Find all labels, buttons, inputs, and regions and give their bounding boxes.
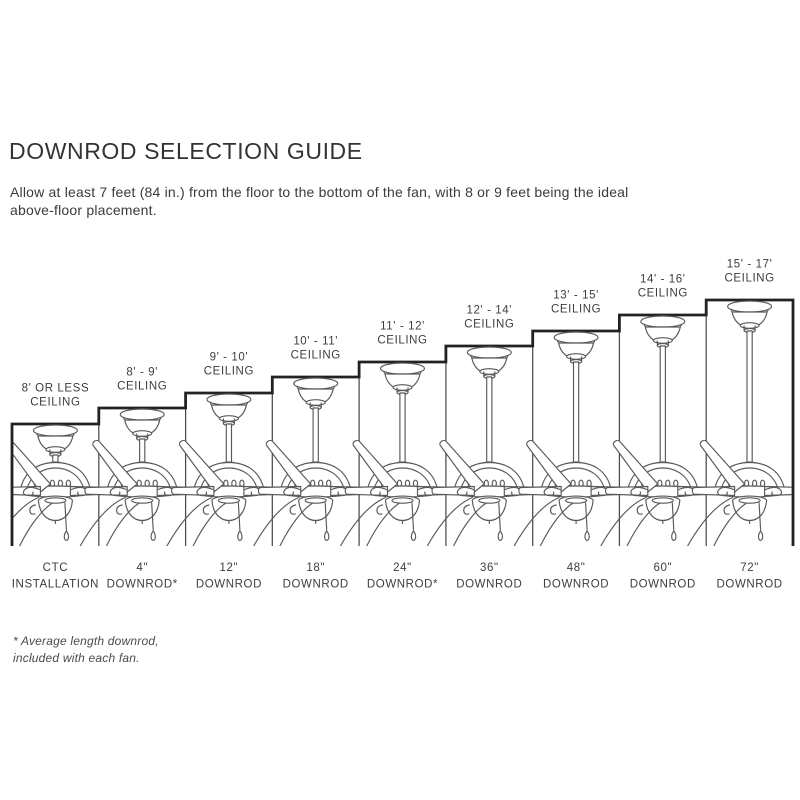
ceiling-label-line1: 12' - 14'	[466, 305, 512, 317]
downrod-label-line1: 48"	[567, 562, 586, 574]
footnote-line-1: * Average length downrod,	[13, 634, 159, 648]
ceiling-fan-illustration	[253, 377, 374, 546]
ceiling-label-line1: 13' - 15'	[553, 290, 599, 302]
downrod-label-line1: 72"	[740, 562, 759, 574]
footnote-line-2: included with each fan.	[13, 651, 140, 665]
ceiling-fan-illustration	[13, 424, 114, 546]
intro-line-2: above-floor placement.	[10, 201, 157, 218]
ceiling-fan-illustration	[687, 300, 792, 546]
downrod-label-line2: INSTALLATION	[12, 579, 99, 591]
page-title: DOWNROD SELECTION GUIDE	[9, 138, 363, 164]
ceiling-label-line1: 15' - 17'	[727, 259, 773, 271]
downrod-label-line2: DOWNROD	[630, 579, 696, 591]
ceiling-label-line2: CEILING	[204, 366, 254, 378]
ceiling-fan-illustration	[166, 393, 287, 546]
ceiling-label-line2: CEILING	[724, 273, 774, 285]
ceiling-label-line2: CEILING	[291, 350, 341, 362]
downrod-label-line2: DOWNROD*	[367, 579, 438, 591]
downrod-label-line1: CTC	[43, 562, 68, 574]
staircase-outline	[10, 298, 795, 546]
ceiling-label-line1: 11' - 12'	[380, 321, 425, 333]
downrod-label-line2: DOWNROD*	[107, 579, 178, 591]
downrod-label-line2: DOWNROD	[717, 579, 783, 591]
ceiling-label-line2: CEILING	[464, 319, 514, 331]
labels-layer: 8' OR LESS CEILING CTC INSTALLATION 8' - 9' C…	[12, 259, 783, 591]
intro-line-1: Allow at least 7 feet (84 in.) from the …	[10, 184, 629, 200]
ceiling-fan-illustration	[513, 331, 634, 546]
ceiling-label-line1: 14' - 16'	[640, 274, 686, 286]
fans-layer	[13, 300, 792, 546]
ceiling-label-line2: CEILING	[638, 288, 688, 300]
ceiling-fan-illustration	[600, 315, 721, 546]
downrod-label-line1: 24"	[393, 562, 412, 574]
downrod-label-line1: 60"	[653, 562, 672, 574]
ceiling-label-line2: CEILING	[117, 381, 167, 393]
downrod-label-line1: 18"	[306, 562, 325, 574]
ceiling-label-line1: 9' - 10'	[210, 352, 249, 364]
downrod-label-line2: DOWNROD	[196, 579, 262, 591]
downrod-label-line2: DOWNROD	[283, 579, 349, 591]
ceiling-label-line1: 8' - 9'	[126, 367, 158, 379]
ceiling-label-line1: 10' - 11'	[293, 336, 338, 348]
downrod-label-line1: 4"	[136, 562, 148, 574]
downrod-label-line1: 12"	[220, 562, 239, 574]
ceiling-label-line2: CEILING	[30, 397, 80, 409]
downrod-label-line1: 36"	[480, 562, 499, 574]
intro-text: Allow at least 7 feet (84 in.) from the …	[10, 184, 628, 219]
ceiling-fan-illustration	[339, 362, 461, 546]
ceiling-label-line2: CEILING	[551, 304, 601, 316]
ceiling-label-line2: CEILING	[377, 335, 427, 347]
downrod-label-line2: DOWNROD	[456, 579, 522, 591]
footnote: * Average length downrod, included with e…	[13, 633, 159, 667]
ceiling-label-line1: 8' OR LESS	[22, 383, 90, 395]
ceiling-fan-illustration	[79, 408, 201, 546]
ceiling-fan-illustration	[426, 346, 548, 546]
downrod-label-line2: DOWNROD	[543, 579, 609, 591]
